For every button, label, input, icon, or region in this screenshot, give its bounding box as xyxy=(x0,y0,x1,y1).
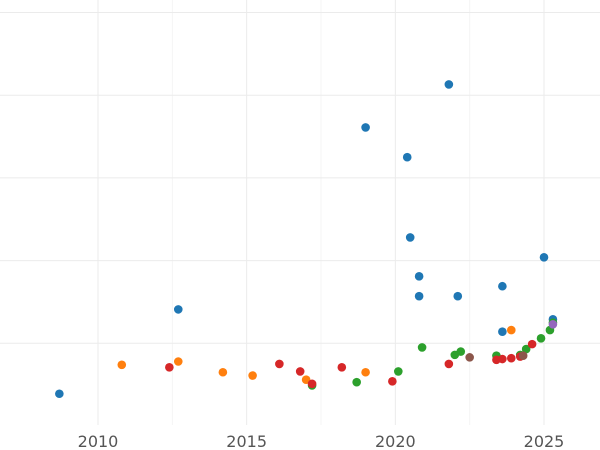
data-point xyxy=(465,353,474,362)
data-point xyxy=(173,357,183,366)
x-tick-label: 2020 xyxy=(375,432,416,450)
x-tick-label: 2015 xyxy=(226,432,267,450)
data-point xyxy=(444,359,454,369)
data-point xyxy=(414,272,424,281)
data-point xyxy=(275,359,284,369)
data-point xyxy=(388,377,397,386)
data-point xyxy=(456,347,466,356)
data-point xyxy=(414,291,424,301)
data-points-layer xyxy=(55,80,558,399)
data-point xyxy=(165,362,174,372)
data-point xyxy=(536,334,546,343)
data-point xyxy=(402,152,412,162)
data-point xyxy=(173,305,183,314)
data-point xyxy=(521,344,531,354)
data-point xyxy=(55,389,64,399)
data-point xyxy=(117,360,127,370)
data-point xyxy=(506,353,516,363)
data-point xyxy=(307,379,317,389)
data-point xyxy=(498,327,507,337)
data-point xyxy=(417,343,427,352)
data-point xyxy=(361,123,370,132)
data-point xyxy=(527,339,537,349)
data-point xyxy=(539,252,549,262)
x-axis-ticks: 2010 2015 2020 2025 xyxy=(78,432,565,450)
data-point xyxy=(506,325,516,335)
data-point xyxy=(295,367,305,376)
data-point xyxy=(337,362,347,372)
data-point xyxy=(444,80,454,89)
data-point xyxy=(352,377,361,387)
grid-layer xyxy=(0,0,600,425)
data-point xyxy=(518,351,528,361)
data-point xyxy=(248,371,257,380)
data-point xyxy=(548,319,558,329)
x-tick-label: 2010 xyxy=(78,432,119,450)
data-point xyxy=(218,367,228,377)
x-tick-label: 2025 xyxy=(524,432,565,450)
data-point xyxy=(453,291,463,301)
data-point xyxy=(394,367,403,376)
data-point xyxy=(498,354,507,364)
data-point xyxy=(498,281,507,291)
data-point xyxy=(405,233,415,242)
data-point xyxy=(361,367,370,377)
